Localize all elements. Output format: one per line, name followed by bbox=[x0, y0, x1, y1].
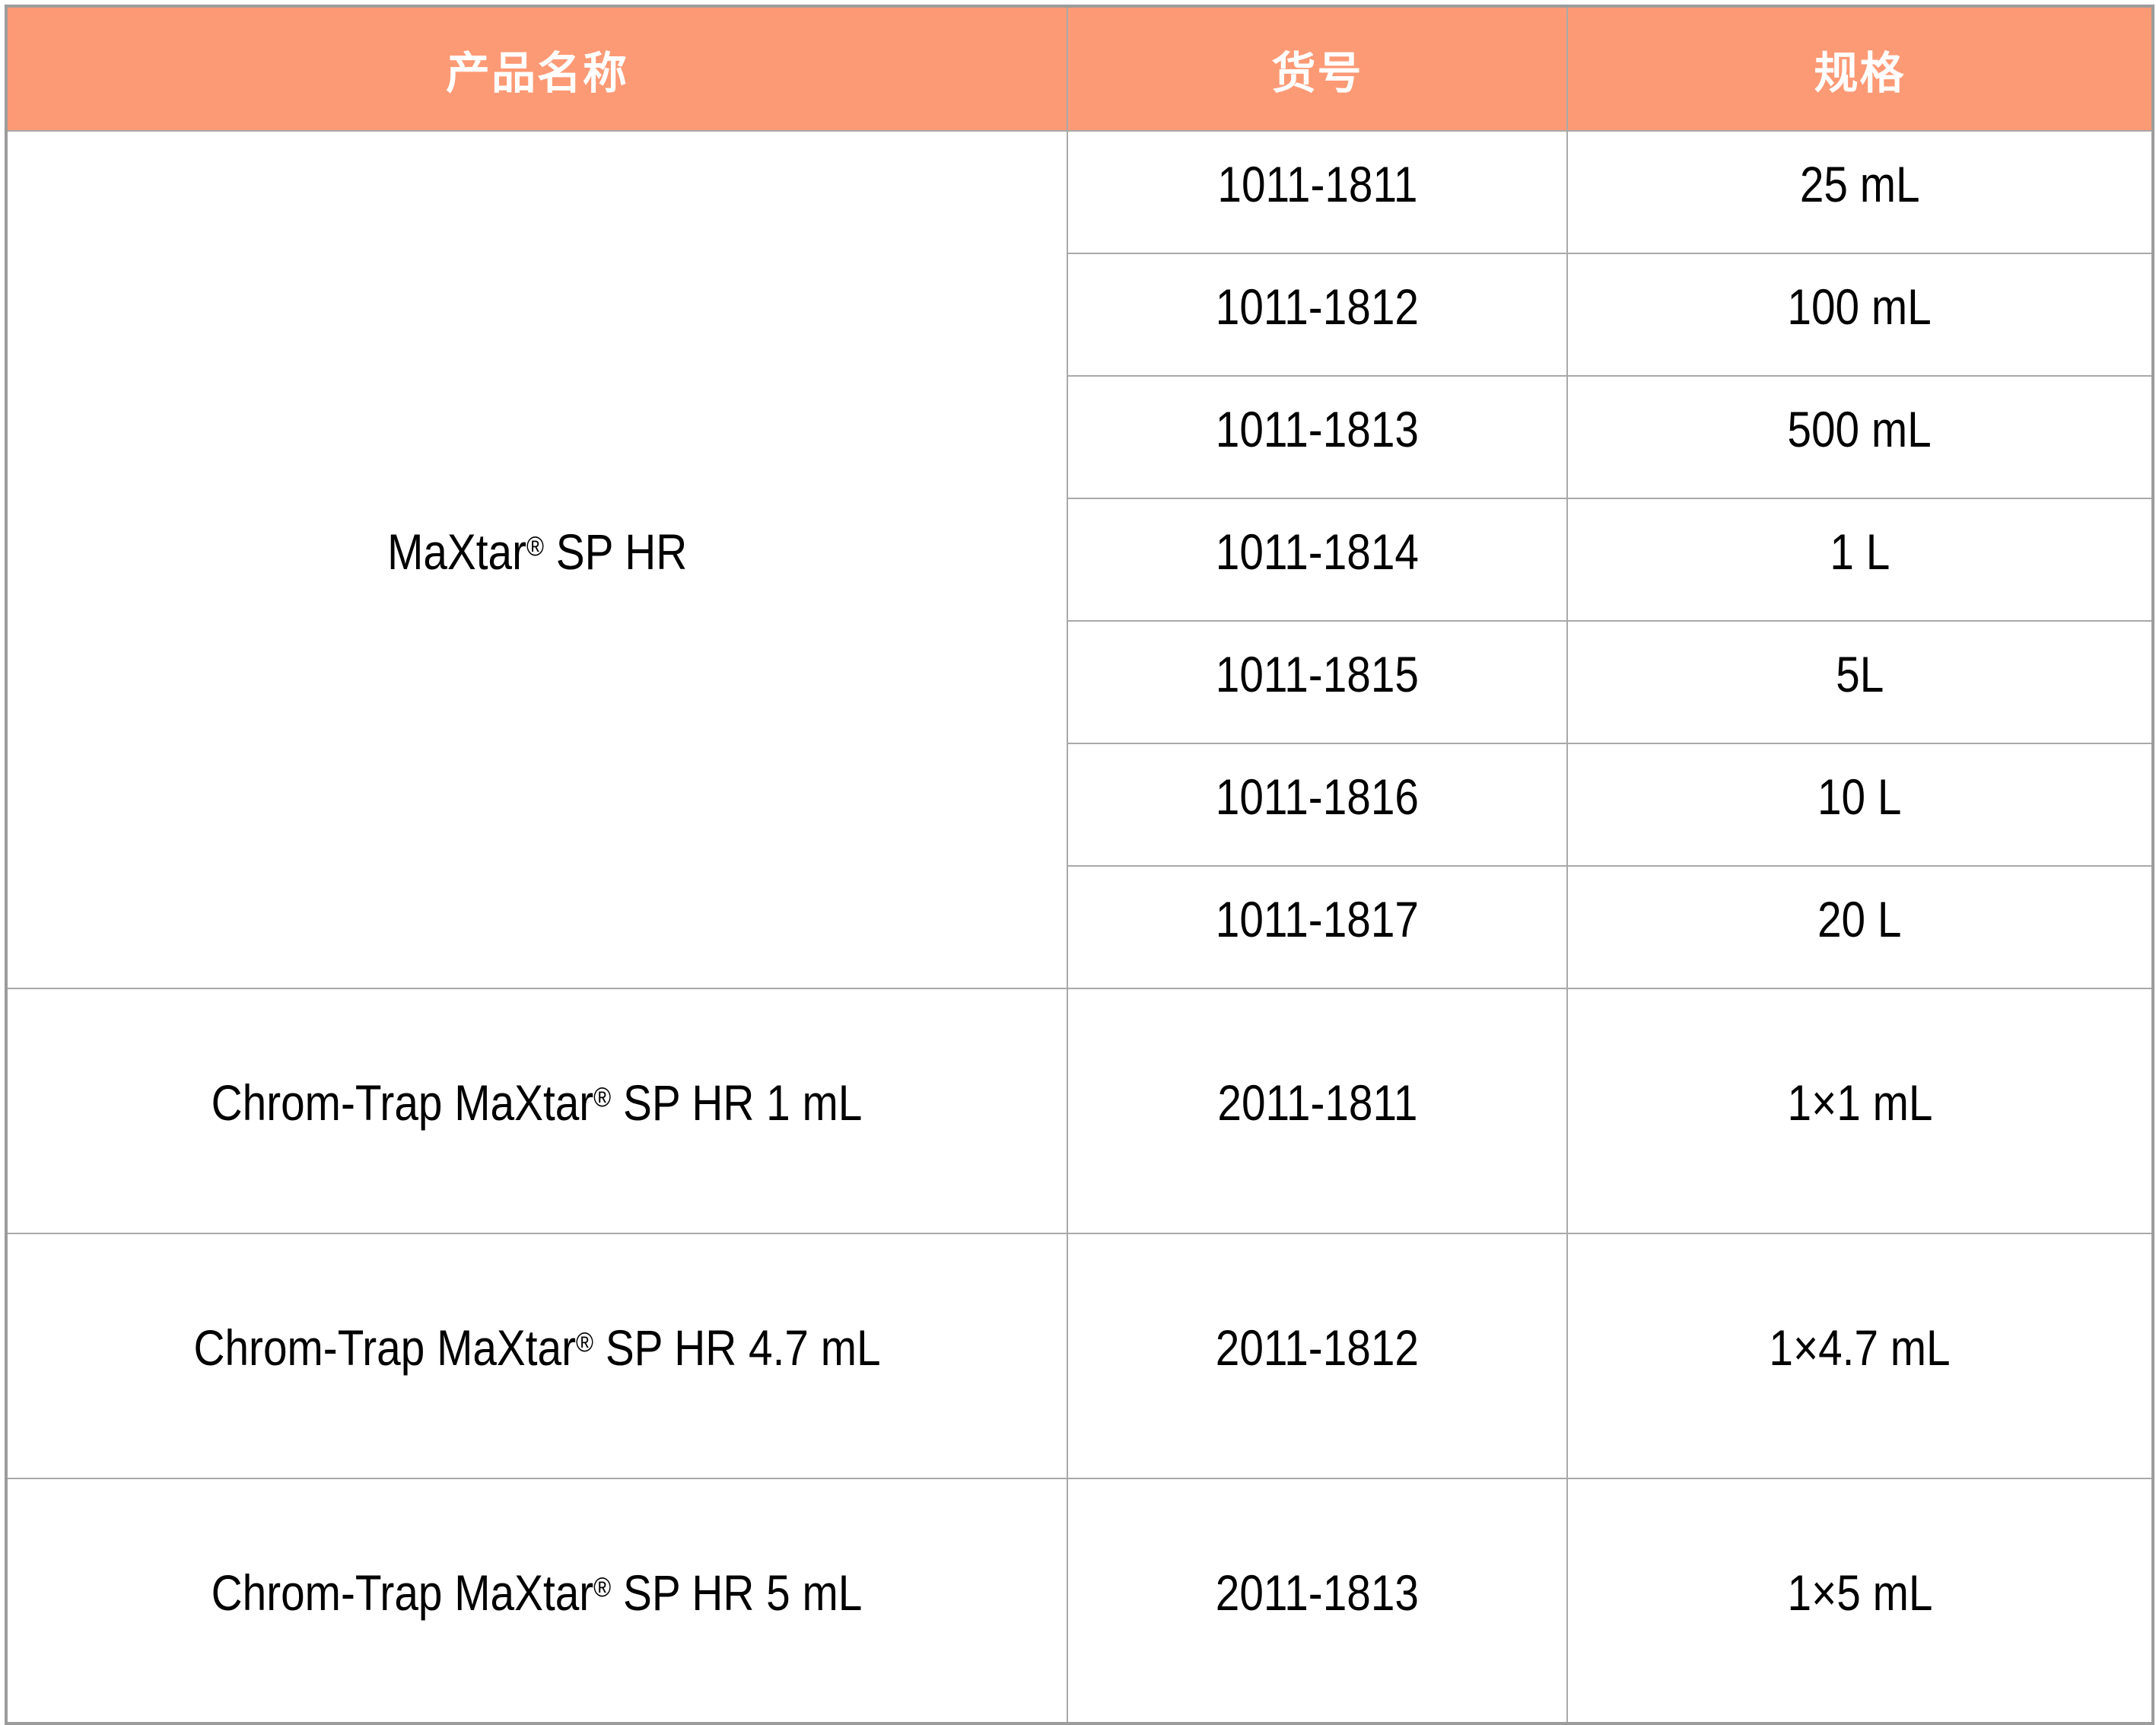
product-cell: Chrom-Trap MaXtar® SP HR 1 mL bbox=[5, 988, 1068, 1234]
catalog-number: 2011-1813 bbox=[1215, 1564, 1420, 1621]
product-table: 产品名称 货号 规格 MaXtar® SP HR 1011-1811 25 mL bbox=[5, 5, 2154, 1725]
spec-value: 10 L bbox=[1817, 768, 1902, 825]
spec-cell: 5L bbox=[1566, 620, 2154, 744]
table-row: Chrom-Trap MaXtar® SP HR 1 mL 2011-1811 … bbox=[5, 988, 2154, 1234]
spec-value: 1×4.7 mL bbox=[1769, 1319, 1951, 1376]
product-name-text: MaXtar bbox=[386, 523, 526, 580]
catalog-number: 1011-1815 bbox=[1215, 645, 1420, 702]
product-name: Chrom-Trap MaXtar® SP HR 5 mL bbox=[211, 1564, 863, 1622]
spec-cell: 1×4.7 mL bbox=[1566, 1233, 2154, 1479]
page: 产品名称 货号 规格 MaXtar® SP HR 1011-1811 25 mL bbox=[5, 5, 2154, 1725]
column-header-product-name-label: 产品名称 bbox=[445, 48, 628, 98]
table-row: MaXtar® SP HR 1011-1811 25 mL bbox=[5, 130, 2154, 989]
catalog-cell: 1011-1812 bbox=[1067, 253, 1568, 377]
registered-trademark-symbol: ® bbox=[576, 1326, 594, 1357]
catalog-number: 1011-1816 bbox=[1215, 768, 1420, 825]
spec-value: 1×1 mL bbox=[1787, 1074, 1932, 1131]
table-row: 1011-1815 5L bbox=[6, 620, 2154, 744]
spec-value: 25 mL bbox=[1799, 155, 1920, 212]
product-cell: Chrom-Trap MaXtar® SP HR 4.7 mL bbox=[5, 1233, 1068, 1479]
catalog-number: 1011-1812 bbox=[1215, 278, 1420, 335]
product-name-suffix: SP HR bbox=[543, 523, 688, 580]
catalog-number: 2011-1812 bbox=[1215, 1319, 1420, 1376]
table-row: 1011-1812 100 mL bbox=[6, 253, 2154, 377]
column-header-specification: 规格 bbox=[1566, 5, 2154, 132]
catalog-cell: 1011-1816 bbox=[1067, 743, 1568, 867]
column-header-product-name: 产品名称 bbox=[5, 5, 1068, 132]
spec-cell: 100 mL bbox=[1566, 253, 2154, 377]
registered-trademark-symbol: ® bbox=[593, 1571, 612, 1602]
table-row: Chrom-Trap MaXtar® SP HR 5 mL 2011-1813 … bbox=[5, 1478, 2154, 1724]
product-name-suffix: SP HR 5 mL bbox=[611, 1564, 863, 1621]
spec-cell: 1 L bbox=[1566, 498, 2154, 622]
table-row: Chrom-Trap MaXtar® SP HR 4.7 mL 2011-181… bbox=[5, 1233, 2154, 1479]
catalog-cell: 1011-1811 bbox=[1067, 130, 1568, 254]
catalog-cell: 2011-1812 bbox=[1067, 1233, 1568, 1479]
spec-cell: 500 mL bbox=[1566, 375, 2154, 499]
product-name-text: Chrom-Trap MaXtar bbox=[193, 1319, 577, 1376]
spec-value: 1 L bbox=[1830, 523, 1890, 580]
product-name-text: Chrom-Trap MaXtar bbox=[211, 1074, 594, 1131]
table-row: 1011-1813 500 mL bbox=[6, 375, 2154, 499]
column-header-catalog-number-label: 货号 bbox=[1271, 48, 1363, 98]
product-name-text: Chrom-Trap MaXtar bbox=[211, 1564, 594, 1621]
catalog-cell: 2011-1813 bbox=[1067, 1478, 1568, 1724]
spec-value: 1×5 mL bbox=[1787, 1564, 1932, 1621]
catalog-cell: 1011-1813 bbox=[1067, 375, 1568, 499]
catalog-number: 1011-1817 bbox=[1215, 890, 1420, 947]
spec-value: 500 mL bbox=[1787, 400, 1932, 457]
catalog-number: 2011-1811 bbox=[1216, 1074, 1418, 1131]
product-cell: MaXtar® SP HR bbox=[5, 130, 1068, 989]
product-name: MaXtar® SP HR bbox=[387, 523, 687, 581]
catalog-cell: 1011-1817 bbox=[1067, 865, 1568, 989]
product-name-suffix: SP HR 1 mL bbox=[611, 1074, 863, 1131]
product-name: Chrom-Trap MaXtar® SP HR 4.7 mL bbox=[193, 1319, 880, 1376]
spec-cell: 10 L bbox=[1566, 743, 2154, 867]
spec-cell: 20 L bbox=[1566, 865, 2154, 989]
spec-value: 5L bbox=[1835, 645, 1884, 702]
spec-value: 20 L bbox=[1817, 890, 1902, 947]
table-row: 1011-1814 1 L bbox=[6, 498, 2154, 622]
catalog-number: 1011-1811 bbox=[1216, 155, 1418, 212]
registered-trademark-symbol: ® bbox=[526, 530, 544, 562]
spec-cell: 1×1 mL bbox=[1566, 988, 2154, 1234]
product-name: Chrom-Trap MaXtar® SP HR 1 mL bbox=[211, 1074, 863, 1131]
product-name-suffix: SP HR 4.7 mL bbox=[593, 1319, 881, 1376]
spec-value: 100 mL bbox=[1787, 278, 1932, 335]
table-row: 1011-1816 10 L bbox=[6, 743, 2154, 867]
product-cell: Chrom-Trap MaXtar® SP HR 5 mL bbox=[5, 1478, 1068, 1724]
spec-cell: 25 mL bbox=[1566, 130, 2154, 254]
table-row: 1011-1817 20 L bbox=[6, 865, 2154, 989]
catalog-number: 1011-1814 bbox=[1215, 523, 1420, 580]
column-header-specification-label: 规格 bbox=[1814, 48, 1906, 98]
table-header-row: 产品名称 货号 规格 bbox=[5, 5, 2154, 132]
catalog-cell: 1011-1814 bbox=[1067, 498, 1568, 622]
column-header-catalog-number: 货号 bbox=[1067, 5, 1568, 132]
catalog-cell: 2011-1811 bbox=[1067, 988, 1568, 1234]
catalog-cell: 1011-1815 bbox=[1067, 620, 1568, 744]
catalog-number: 1011-1813 bbox=[1215, 400, 1420, 457]
registered-trademark-symbol: ® bbox=[593, 1081, 612, 1112]
spec-cell: 1×5 mL bbox=[1566, 1478, 2154, 1724]
